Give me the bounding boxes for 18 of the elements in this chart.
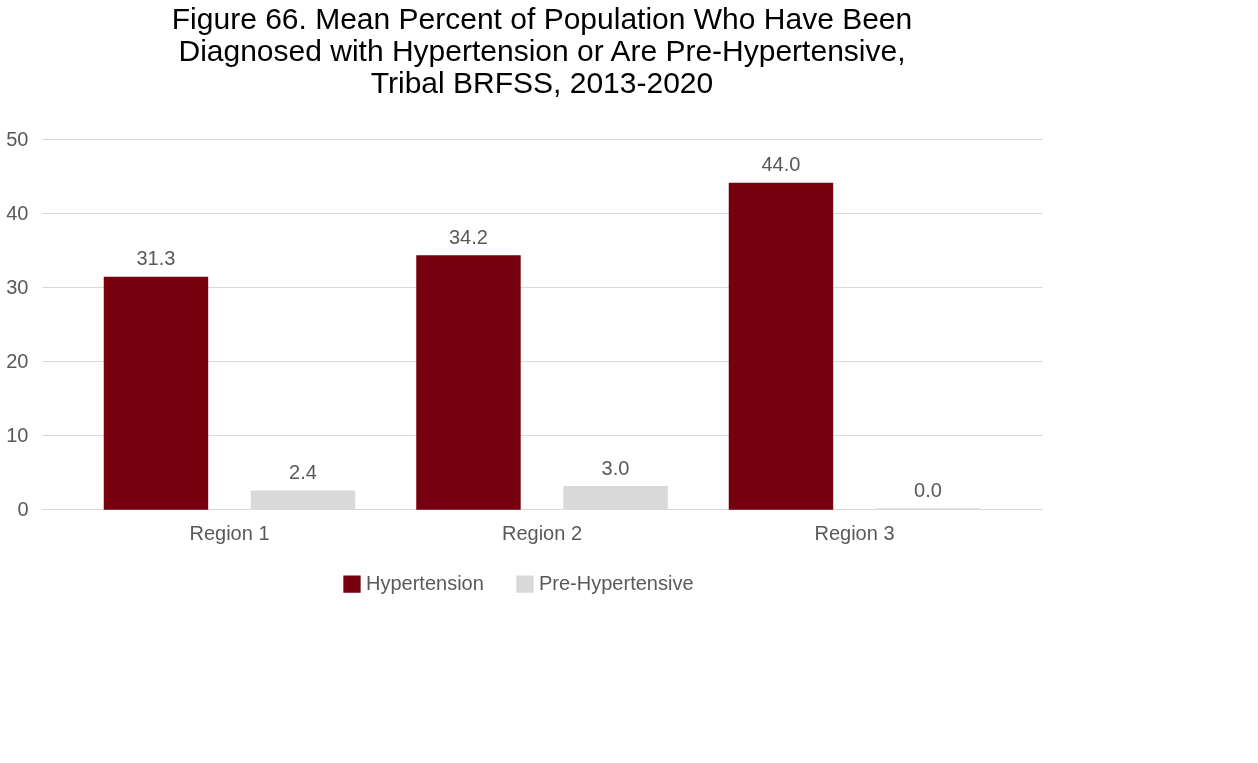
y-tick-label: 50 [6,127,29,150]
x-tick-label: Region 2 [501,521,583,544]
data-label: 2.4 [289,461,317,484]
y-tick-label: 20 [6,349,29,372]
chart-title: Figure 66. Mean Percent of Population Who Have Been Diagnosed with Hypertension or Are Pre-Hypertensive, Tribal BRFSS, 2013-2020 [171,2,913,99]
data-label: 0.0 [914,479,942,501]
y-tick-label: 30 [6,275,29,298]
legend-label: Hypertension [366,572,484,595]
data-label: 34.2 [449,225,488,248]
x-tick-label: Region 1 [189,521,270,544]
data-label: 44.0 [761,153,801,176]
y-tick-label: 40 [6,201,29,224]
y-tick-label: 10 [6,423,29,446]
data-label: 3.0 [601,456,630,479]
x-tick-label: Region 3 [814,521,895,544]
legend-label: Pre-Hypertensive [539,572,694,595]
data-label: 31.3 [136,247,176,270]
y-tick-label: 0 [17,497,29,520]
